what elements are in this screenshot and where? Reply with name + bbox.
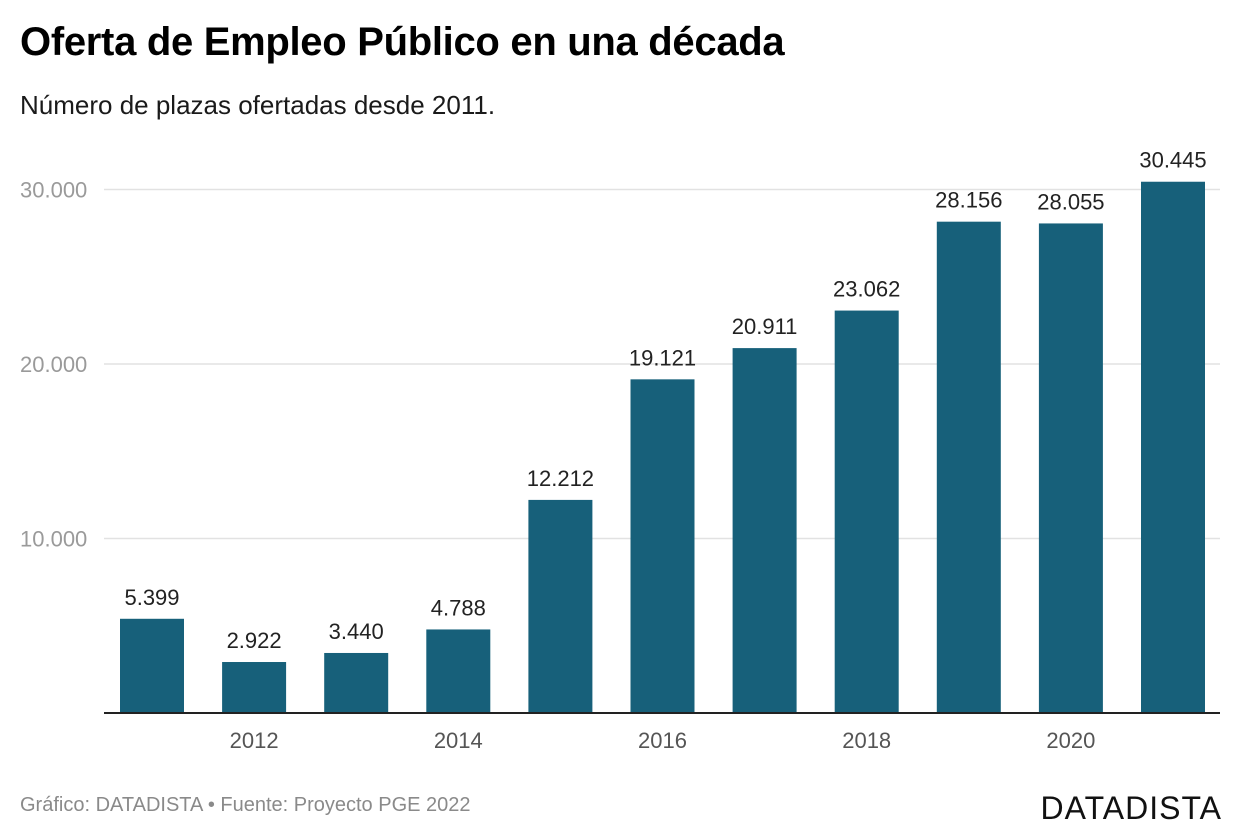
bar-value-label: 19.121 xyxy=(629,345,696,370)
x-tick-label: 2018 xyxy=(842,728,891,753)
bar xyxy=(732,348,797,713)
datadista-logo: DATADISTA xyxy=(1040,790,1222,826)
y-tick-label: 10.000 xyxy=(20,527,87,552)
bar-value-label: 12.212 xyxy=(527,466,594,491)
bar xyxy=(1141,181,1205,714)
bar xyxy=(1038,223,1103,713)
bar xyxy=(936,221,1001,713)
bar-value-label: 3.440 xyxy=(329,619,384,644)
bar xyxy=(630,379,695,713)
bar xyxy=(426,629,491,713)
x-tick-label: 2012 xyxy=(230,728,279,753)
y-tick-label: 30.000 xyxy=(20,178,87,203)
bar xyxy=(324,652,389,713)
source-credit: Gráfico: DATADISTA • Fuente: Proyecto PG… xyxy=(20,794,471,816)
bar-value-label: 23.062 xyxy=(833,277,900,302)
bar-value-label: 28.156 xyxy=(935,188,1002,213)
bar xyxy=(222,662,287,713)
bar-value-label: 28.055 xyxy=(1037,189,1104,214)
bar-value-label: 4.788 xyxy=(431,595,486,620)
bar xyxy=(120,618,184,713)
bar xyxy=(528,499,593,713)
x-tick-label: 2020 xyxy=(1046,728,1095,753)
x-tick-label: 2014 xyxy=(434,728,483,753)
bar-value-label: 20.911 xyxy=(732,314,798,339)
chart-subtitle: Número de plazas ofertadas desde 2011. xyxy=(20,90,496,120)
y-tick-label: 20.000 xyxy=(20,352,87,377)
bar-value-label: 30.445 xyxy=(1139,148,1206,173)
bar xyxy=(834,310,899,713)
bar-value-label: 5.399 xyxy=(124,585,179,610)
bar-value-label: 2.922 xyxy=(227,628,282,653)
x-tick-label: 2016 xyxy=(638,728,687,753)
chart-title: Oferta de Empleo Público en una década xyxy=(20,20,785,64)
